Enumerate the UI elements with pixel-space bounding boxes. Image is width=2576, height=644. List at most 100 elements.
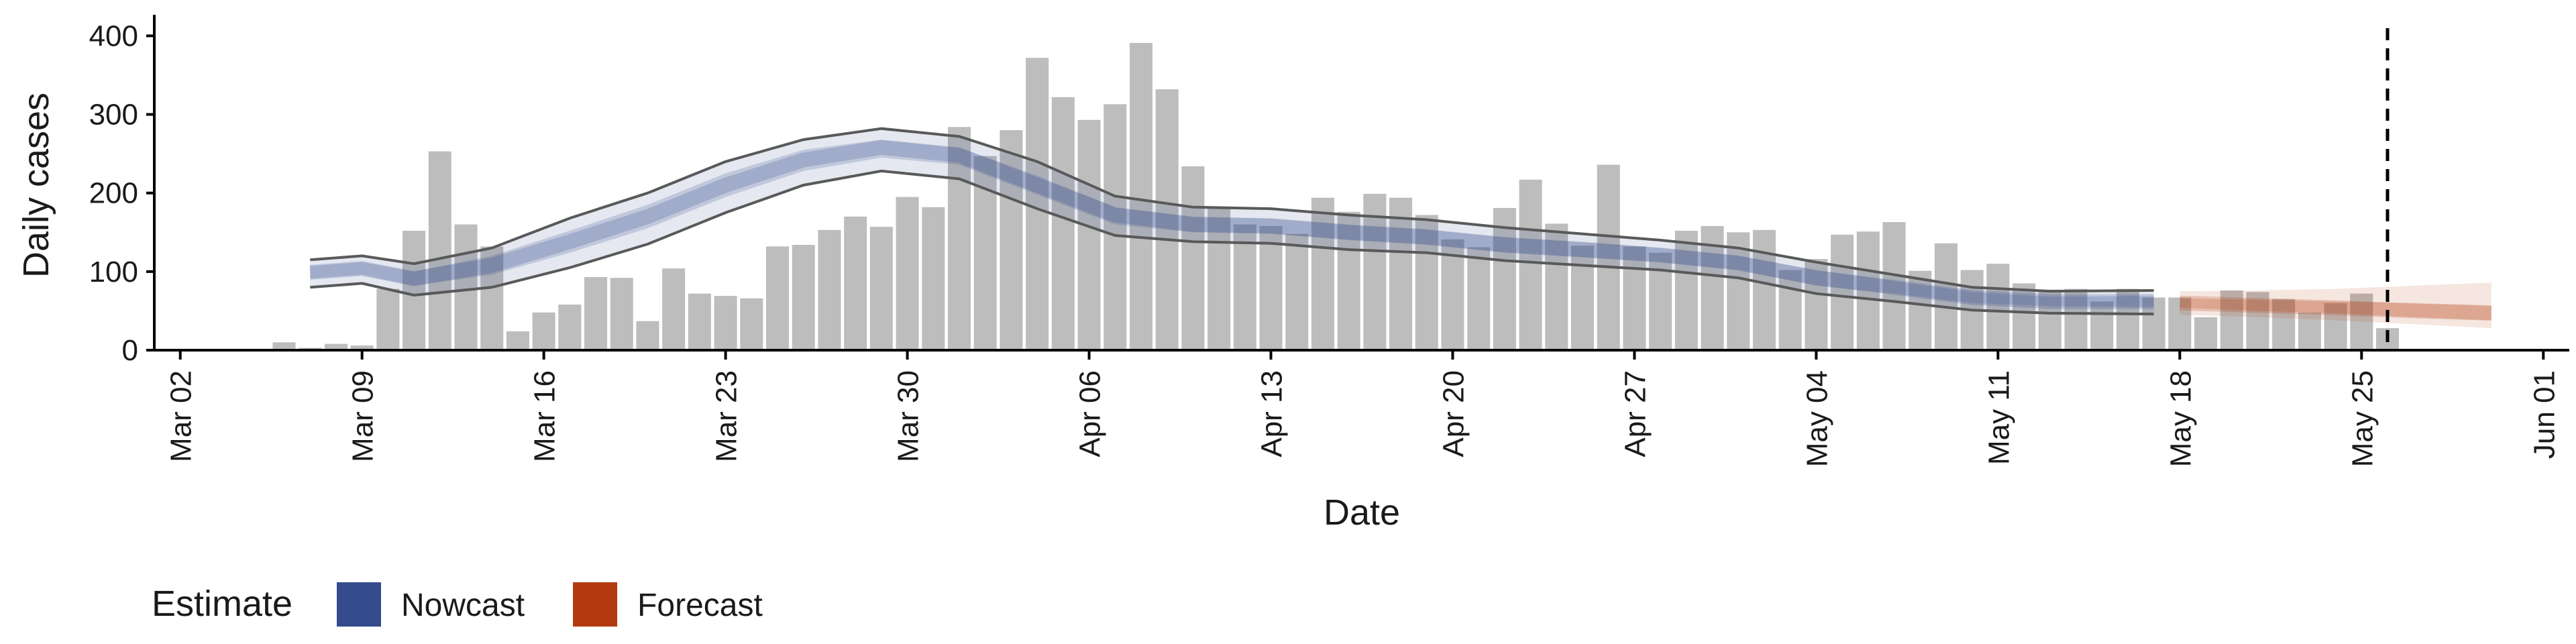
case-bar-2020-05-20	[2220, 290, 2243, 350]
legend-swatch-forecast	[573, 582, 618, 627]
case-bar-2020-05-21	[2246, 292, 2269, 350]
case-bar-2020-03-17	[558, 305, 582, 350]
case-bar-2020-03-19	[610, 278, 633, 350]
case-bar-2020-04-20	[1441, 239, 1464, 350]
case-bar-2020-04-25	[1571, 246, 1595, 350]
case-bar-2020-03-26	[792, 245, 815, 350]
estimate-bands	[309, 128, 2492, 329]
case-bar-2020-05-18	[2168, 297, 2192, 350]
x-tick-label-2020-04-27: Apr 27	[1619, 370, 1652, 458]
legend-swatch-nowcast	[337, 582, 381, 627]
case-bar-2020-03-13	[454, 224, 478, 350]
case-bar-2020-05-19	[2194, 317, 2218, 350]
x-tick-label-2020-05-18: May 18	[2164, 370, 2197, 467]
case-bar-2020-03-25	[766, 246, 790, 350]
case-bar-2020-04-07	[1104, 104, 1127, 351]
case-bar-2020-05-04	[1805, 259, 1828, 350]
case-bar-2020-04-18	[1389, 197, 1413, 350]
x-tick-label-2020-03-23: Mar 23	[710, 370, 743, 462]
case-bar-2020-05-23	[2298, 312, 2321, 350]
x-tick-label-2020-03-02: Mar 02	[165, 370, 198, 462]
forecast-median-band	[2180, 295, 2492, 321]
case-bar-2020-05-14	[2064, 288, 2088, 350]
case-bar-2020-03-06	[272, 342, 296, 350]
legend: Estimate Nowcast Forecast	[152, 582, 763, 627]
x-tick-label-2020-04-13: Apr 13	[1256, 370, 1289, 458]
case-bar-2020-03-29	[869, 227, 893, 350]
case-bar-2020-05-15	[2090, 301, 2114, 350]
x-tick-label-2020-03-16: Mar 16	[529, 370, 561, 462]
x-tick-label-2020-05-04: May 04	[1801, 370, 1833, 467]
x-tick-label-2020-03-30: Mar 30	[892, 370, 925, 462]
case-bar-2020-04-17	[1363, 193, 1387, 350]
nowcast-middle-band	[310, 140, 2154, 307]
legend-label-nowcast: Nowcast	[401, 588, 525, 623]
case-bar-2020-04-04	[1026, 58, 1049, 350]
case-bar-2020-05-02	[1752, 229, 1776, 350]
nowcast-upper-line	[310, 127, 2154, 293]
case-bar-2020-03-16	[532, 312, 555, 350]
case-bar-2020-05-17	[2142, 297, 2165, 350]
legend-label-forecast: Forecast	[637, 588, 763, 623]
case-bar-2020-03-27	[818, 229, 841, 350]
case-bar-2020-05-07	[1882, 222, 1906, 350]
y-tick-label-100: 100	[89, 256, 138, 288]
case-bar-2020-05-25	[2350, 293, 2373, 350]
case-bar-2020-04-14	[1285, 233, 1309, 350]
case-bar-2020-03-08	[324, 343, 347, 350]
case-bar-2020-04-16	[1337, 211, 1360, 350]
nowcast-outer-band	[310, 128, 2154, 315]
y-axis-title: Daily cases	[16, 93, 56, 278]
case-bar-2020-04-01	[947, 127, 971, 351]
case-bar-2020-04-19	[1415, 215, 1438, 350]
y-tick-label-400: 400	[89, 19, 138, 52]
x-tick-label-2020-06-01: Jun 01	[2528, 370, 2561, 459]
y-tick-label-0: 0	[122, 334, 138, 367]
case-bar-2020-05-24	[2324, 303, 2347, 350]
case-bar-2020-04-11	[1208, 206, 1231, 350]
x-tick-label-2020-04-20: Apr 20	[1437, 370, 1470, 458]
case-bar-2020-03-30	[896, 197, 919, 350]
axes: 0 100 200 300 400 Mar 02 Mar 09 Mar 16 Mar 23 Mar…	[89, 15, 2569, 467]
case-bar-2020-03-24	[740, 298, 763, 350]
case-bar-2020-03-15	[506, 331, 529, 350]
case-bar-2020-04-13	[1259, 225, 1283, 350]
case-bar-2020-03-09	[350, 345, 374, 350]
case-bar-2020-05-01	[1727, 232, 1750, 350]
case-bar-2020-04-08	[1129, 42, 1152, 350]
case-bar-2020-03-12	[428, 151, 451, 350]
case-bar-2020-03-21	[662, 268, 686, 350]
nowcast-lower-line	[310, 169, 2154, 316]
case-bar-2020-04-29	[1674, 230, 1698, 350]
case-bar-2020-04-03	[1000, 130, 1023, 350]
case-bar-2020-04-26	[1597, 164, 1620, 351]
case-bar-2020-03-10	[376, 288, 400, 350]
x-tick-label-2020-03-09: Mar 09	[347, 370, 380, 462]
case-bar-2020-05-09	[1934, 243, 1957, 350]
nowcast-median-band	[309, 140, 2154, 309]
case-bar-2020-04-15	[1311, 197, 1334, 350]
x-tick-label-2020-05-11: May 11	[1982, 370, 2015, 465]
case-bar-2020-05-16	[2116, 288, 2139, 350]
case-bar-2020-03-20	[636, 321, 659, 350]
case-bar-2020-05-12	[2012, 283, 2036, 350]
x-tick-label-2020-04-06: Apr 06	[1074, 370, 1107, 458]
case-bar-2020-05-13	[2038, 289, 2061, 350]
legend-title: Estimate	[152, 584, 292, 624]
case-bar-2020-03-28	[844, 216, 867, 350]
case-bar-2020-03-31	[922, 207, 945, 350]
x-tick-label-2020-05-25: May 25	[2346, 370, 2379, 467]
case-bar-2020-05-11	[1986, 264, 2010, 350]
case-bar-2020-05-05	[1831, 234, 1854, 350]
case-bar-2020-04-23	[1519, 179, 1542, 350]
case-bar-2020-05-03	[1778, 270, 1802, 350]
case-bar-2020-05-22	[2272, 299, 2296, 350]
y-tick-label-200: 200	[89, 177, 138, 210]
case-bar-2020-03-23	[714, 296, 737, 350]
y-tick-label-300: 300	[89, 99, 138, 131]
case-bar-2020-04-27	[1623, 246, 1646, 350]
case-bar-2020-04-12	[1233, 224, 1256, 350]
case-bar-2020-04-09	[1155, 89, 1179, 351]
case-bar-2020-03-11	[402, 230, 426, 350]
